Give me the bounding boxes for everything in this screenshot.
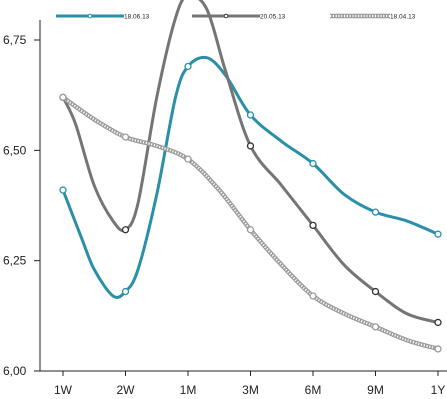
series-1-point-6M: [309, 159, 317, 168]
markers-layer: [59, 62, 442, 353]
y-tick-label: 6,00: [3, 364, 27, 378]
series-1-point-1Y: [434, 230, 442, 238]
series-2-point-2W: [121, 226, 130, 234]
series-3-point-1M: [184, 155, 192, 163]
series-3-point-1W: [59, 93, 67, 102]
series-3-point-9M: [371, 323, 380, 331]
legend-item-2: 20.05.13: [192, 14, 286, 21]
series-3-point-1Y: [434, 345, 442, 353]
series-3-point-2W: [121, 133, 130, 141]
legend-label: 18.04.13: [390, 14, 416, 21]
x-tick-label: 2W: [117, 383, 136, 397]
series-2-line-path: [61, 0, 440, 324]
series-1-line: [61, 55, 440, 299]
series-1-point-1M: [184, 62, 192, 71]
axes: 6,00 6,25 6,50 6,75 1W 2W 1M 3M 6M 9M 1Y: [3, 20, 447, 397]
x-tick-label: 9M: [367, 383, 384, 397]
series-1-line-path: [61, 55, 440, 299]
series-2-point-1Y: [434, 318, 442, 327]
series-3-point-3M: [246, 226, 255, 234]
x-tick-label: 1Y: [431, 383, 446, 397]
series-layer: [60, 0, 441, 352]
x-tick-label: 1M: [180, 383, 197, 397]
legend-marker: [87, 13, 93, 19]
legend-marker: [223, 13, 229, 19]
y-tick-label: 6,50: [3, 143, 27, 157]
x-tick-label: 1W: [54, 383, 73, 397]
series-2-point-9M: [371, 287, 380, 296]
y-tick-label: 6,75: [3, 33, 27, 47]
series-3-line: [60, 95, 441, 352]
series-1-point-9M: [371, 208, 380, 216]
series-2-point-6M: [309, 221, 317, 230]
series-2-line: [61, 0, 440, 324]
legend-item-3: 18.04.13: [330, 14, 416, 21]
legend-item-1: 18.06.13: [56, 14, 150, 21]
x-tick-label: 3M: [242, 383, 259, 397]
series-1-point-1W: [59, 186, 67, 194]
legend: 18.06.13 20.05.13 18.04.13: [56, 14, 416, 21]
series-3-point-6M: [309, 292, 317, 300]
legend-label: 18.06.13: [124, 14, 150, 21]
x-tick-label: 6M: [305, 383, 322, 397]
series-3-line-hatch: [62, 96, 439, 350]
y-tick-label: 6,25: [3, 254, 27, 268]
series-1-point-2W: [121, 287, 130, 296]
series-2-point-3M: [246, 142, 255, 150]
series-1-point-3M: [246, 111, 255, 119]
legend-label: 20.05.13: [260, 14, 286, 21]
